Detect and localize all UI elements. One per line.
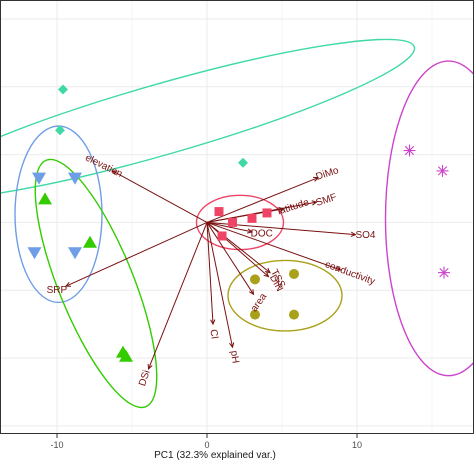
point-tri_down [32,172,46,185]
vector-arrowhead [265,267,271,274]
group-ellipse-circle [227,259,343,332]
point-square [214,207,224,217]
point-diamond [58,84,68,95]
vector-label-SO4: SO4 [355,230,375,241]
vector-label-Cl: Cl [207,329,219,340]
group-ellipse-tri_down [14,125,103,304]
vector-label-SRP: SRP [47,285,68,296]
point-circle [289,309,299,320]
x-axis: -10 0 10 [50,434,362,450]
vector-arrowhead [248,289,255,296]
point-diamond [238,157,248,168]
point-square [217,231,227,241]
sample-points [27,84,450,362]
vector-arrowhead [147,363,153,370]
vector-DOC [206,221,253,233]
point-star [438,266,450,279]
group-ellipse-square [195,194,285,251]
vector-arrowhead [64,282,72,287]
vector-arrowhead [210,319,216,326]
point-diamond [55,125,65,136]
x-tick-label: 0 [204,440,209,450]
vector-label-DSi: DSi [137,369,152,388]
vector-TSS [206,222,271,273]
group-ellipse-diamond [0,38,416,200]
point-square [247,213,257,223]
vector-arrowhead [312,176,320,182]
x-tick-label: 10 [352,440,362,450]
vector-label-DOC: DOC [251,229,273,240]
point-circle [250,309,260,320]
vector-conductivity [206,221,341,271]
vector-area [206,222,254,295]
point-tri_up [38,192,52,205]
point-tri_up [83,235,97,248]
vector-arrowhead [335,265,342,271]
point-circle [250,274,260,285]
group-ellipse-star [384,60,474,377]
point-tri_down [68,247,82,260]
vector-arrowhead [229,342,235,349]
group-ellipses [0,38,474,409]
vector-label-pH: pH [228,350,241,364]
vector-pH [206,222,233,348]
vector-arrowhead [111,170,118,176]
point-tri_down [68,172,82,185]
point-star [403,144,416,157]
vector-SRP [65,221,208,287]
x-axis-title: PC1 (32.3% explained var.) [154,450,276,461]
vector-arrowhead [263,271,270,278]
vector-elevation [112,170,208,223]
vector-DSi [148,222,208,370]
vector-arrowhead [311,200,318,206]
x-tick-label: -10 [50,440,63,450]
point-star [436,164,449,177]
point-circle [289,268,299,279]
group-ellipse-tri_up [34,158,158,409]
vector-DIN [206,222,269,278]
point-square [228,217,237,227]
point-tri_down [27,247,42,260]
vector-arrowhead [247,228,254,234]
vector-Cl [206,222,214,325]
point-tri_up [119,349,133,362]
vector-DiMo [206,177,319,223]
vector-arrowhead [350,231,357,237]
point-square [262,208,272,218]
vector-arrowhead [278,207,285,213]
